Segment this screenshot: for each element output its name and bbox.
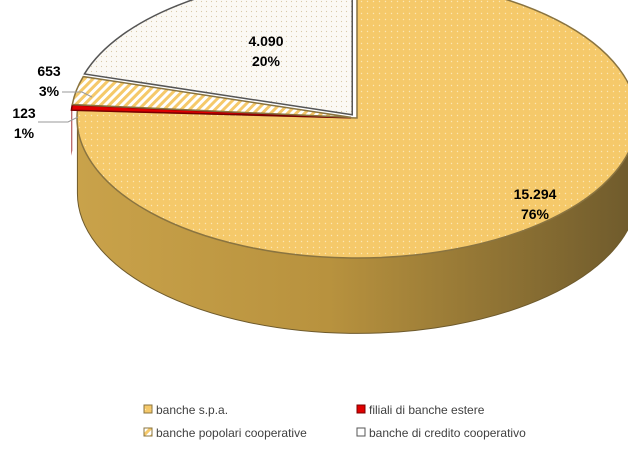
legend-swatch-2 bbox=[356, 404, 366, 414]
pie-top-slices bbox=[70, 0, 628, 259]
data-label-value-2: 123 bbox=[12, 105, 36, 121]
pie-slice-3 bbox=[71, 75, 352, 119]
legend-swatch-4 bbox=[356, 427, 366, 437]
legend-label-2: filiali di banche estere bbox=[369, 403, 485, 417]
legend-label-1: banche s.p.a. bbox=[156, 403, 228, 417]
data-label-value-1: 15.294 bbox=[514, 186, 557, 202]
pie-slice-1 bbox=[76, 0, 628, 259]
legend-label-4: banche di credito cooperativo bbox=[369, 426, 526, 440]
pie-slice-4 bbox=[83, 0, 353, 116]
data-label-value-4: 4.090 bbox=[248, 33, 283, 49]
leader-line-2 bbox=[38, 116, 79, 123]
legend: banche s.p.a. filiali di banche estere ban… bbox=[143, 403, 526, 440]
data-label-percent-3: 3% bbox=[39, 83, 60, 99]
data-label-value-3: 653 bbox=[37, 63, 61, 79]
data-label-percent-1: 76% bbox=[521, 206, 550, 222]
pie-data-labels: 15.294 76% 123 1% 653 3% 4.090 20% bbox=[12, 33, 556, 222]
data-label-percent-2: 1% bbox=[14, 125, 35, 141]
data-label-percent-4: 20% bbox=[252, 53, 281, 69]
legend-label-3: banche popolari cooperative bbox=[156, 426, 307, 440]
leader-line-3 bbox=[62, 91, 93, 98]
legend-swatch-3 bbox=[143, 427, 153, 437]
slice-side-filiali bbox=[71, 104, 73, 156]
legend-swatch-1 bbox=[143, 404, 153, 414]
